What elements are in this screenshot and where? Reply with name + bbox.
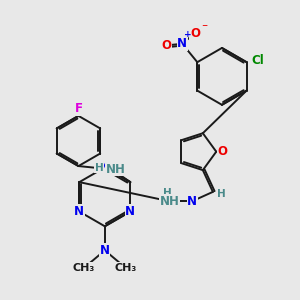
Text: O: O bbox=[190, 27, 200, 40]
Text: N: N bbox=[100, 161, 110, 174]
Text: N: N bbox=[100, 244, 110, 257]
Text: N: N bbox=[125, 205, 135, 218]
Text: H: H bbox=[217, 189, 226, 199]
Text: H: H bbox=[95, 163, 103, 173]
Text: Cl: Cl bbox=[251, 54, 264, 67]
Text: NH: NH bbox=[106, 163, 126, 176]
Text: ⁻: ⁻ bbox=[201, 22, 207, 35]
Text: O: O bbox=[217, 145, 227, 158]
Text: CH₃: CH₃ bbox=[73, 263, 95, 273]
Text: N: N bbox=[187, 195, 197, 208]
Text: O: O bbox=[161, 39, 171, 52]
Text: N: N bbox=[74, 205, 84, 218]
Text: CH₃: CH₃ bbox=[114, 263, 137, 273]
Text: F: F bbox=[74, 102, 83, 115]
Text: NH: NH bbox=[159, 195, 179, 208]
Text: N: N bbox=[177, 37, 187, 50]
Text: H: H bbox=[163, 188, 172, 198]
Text: +: + bbox=[184, 30, 192, 39]
